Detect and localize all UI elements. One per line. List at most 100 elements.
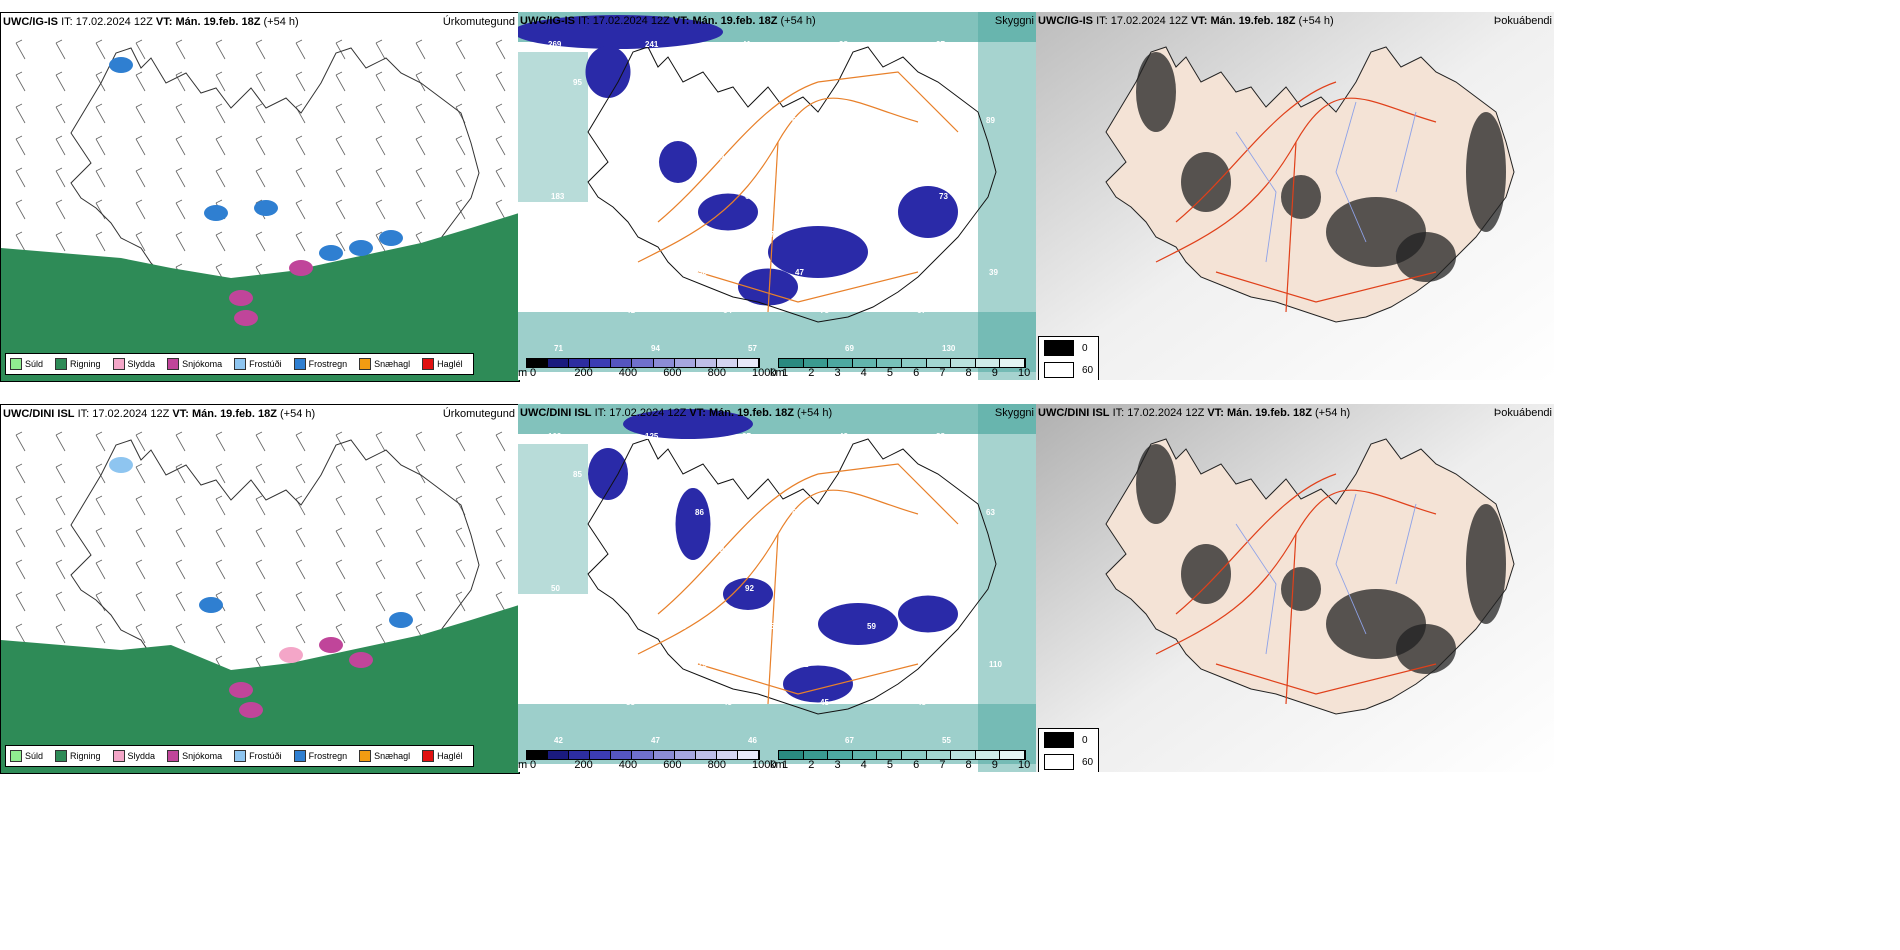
wind-barb: [175, 234, 186, 252]
colorbar-segment: [590, 359, 612, 367]
wind-barb: [455, 591, 463, 596]
wind-barb: [335, 103, 343, 108]
panel-title: Úrkomutegund: [442, 16, 515, 28]
colorbar-segment: [737, 359, 760, 367]
fog-legend: 0 60: [1038, 728, 1100, 772]
wind-barb: [415, 202, 426, 220]
panel-title: Þokuábendi: [1493, 15, 1552, 27]
wind-barb: [495, 74, 506, 92]
wind-barb: [375, 434, 386, 452]
legend-label: Frostregn: [308, 751, 348, 761]
road: [697, 271, 919, 303]
wind-barb: [495, 71, 503, 76]
river: [1235, 131, 1277, 263]
precip-legend: Súld Rigning Slydda Snjókoma Frostúði Frostre…: [5, 353, 474, 375]
wind-barb: [335, 106, 346, 124]
wind-barb: [135, 466, 146, 484]
visibility-colorbar: km 1 2 3 4 5 6 7 8 9 10: [770, 356, 1036, 380]
wind-barb: [95, 527, 103, 532]
river: [1395, 503, 1417, 585]
wind-barb: [495, 562, 506, 580]
precip-area: [279, 647, 303, 663]
legend-entry: Haglél: [422, 750, 463, 762]
wind-barb: [15, 562, 26, 580]
colorbar-strip: [526, 358, 760, 368]
fog-area: [1281, 175, 1321, 219]
colorbar-tick: 1000: [752, 367, 777, 379]
wind-barb: [135, 626, 146, 644]
legend-entry: Frostúði: [234, 358, 282, 370]
wind-barb: [495, 591, 503, 596]
wind-barb: [55, 167, 63, 172]
wind-barb: [335, 527, 343, 532]
wind-barb: [495, 594, 506, 612]
visibility-value-label: 71: [554, 344, 563, 353]
visibility-value-label: 43: [723, 698, 732, 707]
wind-barb: [175, 231, 183, 236]
legend-entry: Snjókoma: [167, 750, 222, 762]
wind-barb: [375, 431, 383, 436]
wind-barb: [375, 527, 383, 532]
wind-barb: [255, 74, 266, 92]
legend-label: Frostregn: [308, 359, 348, 369]
wind-barb: [295, 591, 303, 596]
wind-barb: [375, 106, 386, 124]
colorbar-segment: [653, 751, 675, 759]
wind-barb: [455, 170, 466, 188]
visibility-value-label: 38: [720, 154, 729, 163]
wind-barb: [175, 106, 186, 124]
wind-barb: [495, 530, 506, 548]
wind-barb: [375, 623, 383, 628]
legend-label: Snæhagl: [374, 751, 411, 761]
colorbar-strip: [778, 358, 1026, 368]
precip-area: [229, 290, 253, 306]
legend-label: Súld: [25, 359, 44, 369]
panel-header: UWC/DINI ISL IT: 17.02.2024 12Z VT: Mán.…: [1038, 407, 1351, 419]
wind-barb: [215, 463, 223, 468]
wind-barb: [455, 463, 463, 468]
colorbar-tick: 200: [574, 759, 593, 771]
legend-swatch: [10, 358, 22, 370]
wind-barb: [495, 431, 503, 436]
colorbar-segment: [527, 359, 549, 367]
wind-barb: [415, 167, 423, 172]
wind-barb: [215, 263, 223, 268]
low-cloud-area: [585, 46, 631, 98]
colorbar-tick: 8: [965, 367, 972, 379]
wind-barb: [255, 234, 266, 252]
legend-label: Súld: [25, 751, 44, 761]
wind-barb: [335, 74, 346, 92]
wind-barb: [135, 498, 146, 516]
cloud-base-colorbar: m 0 200 400 600 800 1000: [518, 748, 776, 772]
wind-barb: [415, 138, 426, 156]
colorbar-tick: 400: [618, 759, 638, 771]
low-cloud-area: [738, 268, 798, 306]
legend-entry: Haglél: [422, 358, 463, 370]
wind-barb: [15, 591, 23, 596]
visibility-value-label: 46: [748, 736, 757, 745]
wind-barb: [495, 39, 503, 44]
wind-barb: [415, 103, 423, 108]
wind-barb: [455, 594, 466, 612]
road: [767, 141, 779, 313]
wind-barb: [135, 39, 143, 44]
wind-barb: [415, 170, 426, 188]
wind-barb: [495, 103, 503, 108]
wind-barb: [135, 559, 143, 564]
wind-barb: [375, 103, 383, 108]
colorbar-tick: 1000: [752, 759, 777, 771]
wind-barb: [215, 591, 223, 596]
wind-barb: [295, 530, 306, 548]
visibility-value-label: 47: [651, 736, 660, 745]
visibility-panel-top: 269 241 41 98 97 95 95 91 85 88 72 76 69 56 89 37 38 63 46…: [518, 12, 1036, 380]
wind-barb: [15, 170, 26, 188]
visibility-value-label: 170: [673, 622, 687, 631]
wind-barb: [15, 594, 26, 612]
visibility-value-label: 53: [770, 622, 779, 631]
wind-barb: [375, 594, 386, 612]
wind-barb: [415, 530, 426, 548]
road: [767, 533, 779, 705]
legend-label: Snjókoma: [182, 751, 223, 761]
wind-barb: [215, 170, 226, 188]
wind-barb: [135, 495, 143, 500]
